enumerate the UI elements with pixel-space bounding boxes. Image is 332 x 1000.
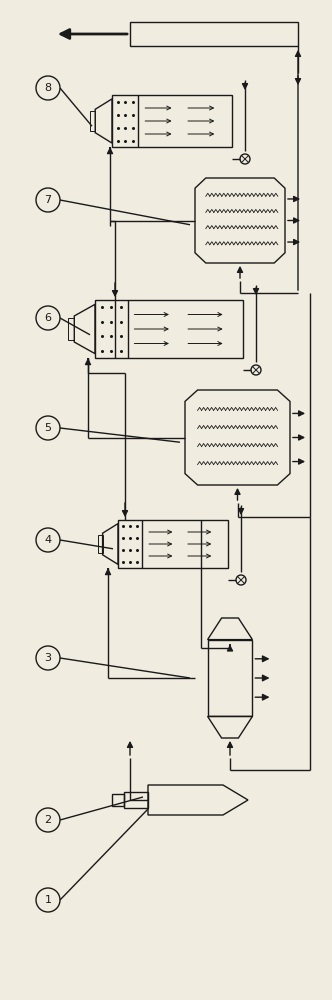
Bar [124,792,148,808]
Text: 5: 5 [44,423,51,433]
Bar [118,520,228,568]
Text: 7: 7 [44,195,51,205]
Bar [208,640,252,716]
Bar [95,300,243,358]
Bar [112,794,124,806]
Text: 3: 3 [44,653,51,663]
Text: 8: 8 [44,83,51,93]
Text: 6: 6 [44,313,51,323]
Bar [98,535,103,553]
Text: 2: 2 [44,815,51,825]
Bar [68,318,74,340]
Text: 4: 4 [44,535,51,545]
Bar [90,111,95,131]
Bar [130,22,298,46]
Text: 1: 1 [44,895,51,905]
Bar [112,95,232,147]
